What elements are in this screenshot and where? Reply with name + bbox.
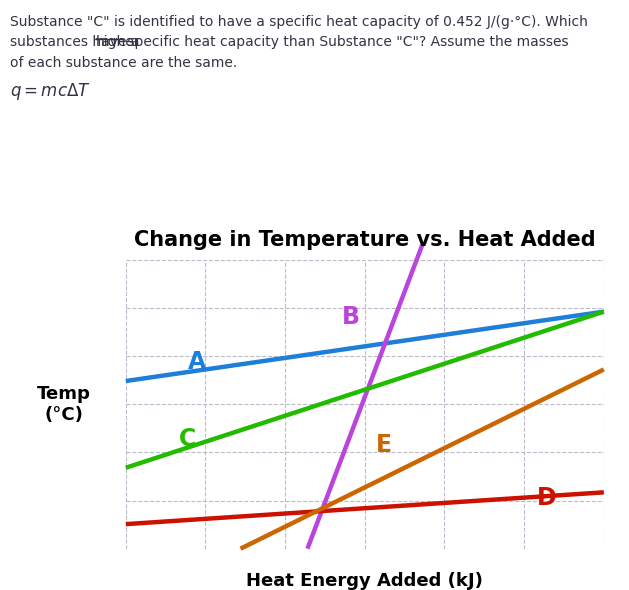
Text: substances have a: substances have a <box>10 35 144 50</box>
Text: specific heat capacity than Substance "C"? Assume the masses: specific heat capacity than Substance "C… <box>123 35 568 50</box>
Text: C: C <box>179 427 197 451</box>
Text: of each substance are the same.: of each substance are the same. <box>10 56 237 70</box>
Text: D: D <box>537 486 556 510</box>
Text: Heat Energy Added (kJ): Heat Energy Added (kJ) <box>247 572 483 590</box>
Text: $q = mc\Delta T$: $q = mc\Delta T$ <box>10 81 91 103</box>
Text: Temp
(°C): Temp (°C) <box>36 385 91 424</box>
Text: higher: higher <box>96 35 140 50</box>
Title: Change in Temperature vs. Heat Added: Change in Temperature vs. Heat Added <box>134 230 596 250</box>
Text: A: A <box>188 350 207 374</box>
Text: E: E <box>376 432 392 457</box>
Text: B: B <box>342 306 360 329</box>
Text: Substance "C" is identified to have a specific heat capacity of 0.452 J/(g·°C). : Substance "C" is identified to have a sp… <box>10 15 588 29</box>
